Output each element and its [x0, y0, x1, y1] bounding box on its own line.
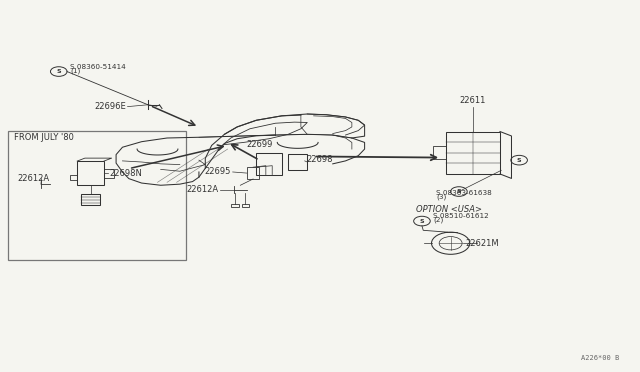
- Bar: [446, 132, 500, 174]
- Text: 22612A: 22612A: [17, 174, 49, 183]
- Text: (1): (1): [70, 68, 81, 74]
- Text: S 08510-61612: S 08510-61612: [433, 212, 489, 218]
- Text: 22612A: 22612A: [186, 185, 218, 194]
- Bar: [242, 204, 249, 208]
- Text: OPTION <USA>: OPTION <USA>: [415, 205, 481, 215]
- Text: 22699: 22699: [246, 140, 273, 149]
- Text: 22695: 22695: [204, 167, 231, 176]
- Bar: [104, 169, 113, 177]
- Text: S 08363-61638: S 08363-61638: [436, 190, 492, 196]
- Text: A226*00 B: A226*00 B: [581, 355, 620, 361]
- Bar: [256, 153, 282, 174]
- Text: 22698: 22698: [306, 155, 333, 164]
- Text: 22698N: 22698N: [109, 169, 143, 177]
- Text: 22696E: 22696E: [94, 102, 125, 111]
- Text: S: S: [420, 219, 424, 224]
- Bar: [232, 204, 239, 208]
- Text: (3): (3): [436, 193, 446, 200]
- Bar: [433, 146, 446, 160]
- Text: S: S: [456, 189, 461, 194]
- Bar: [8, 131, 186, 260]
- Text: S: S: [517, 158, 522, 163]
- Text: FROM JULY '80: FROM JULY '80: [14, 133, 74, 142]
- Text: 22611: 22611: [460, 96, 486, 105]
- Bar: [288, 154, 307, 170]
- Text: S 08360-51414: S 08360-51414: [70, 64, 126, 70]
- Bar: [81, 194, 100, 205]
- Text: 22621M: 22621M: [465, 239, 499, 248]
- Bar: [77, 161, 104, 185]
- Text: S: S: [56, 69, 61, 74]
- Bar: [246, 167, 259, 179]
- Text: (2): (2): [433, 217, 444, 223]
- Bar: [70, 174, 77, 180]
